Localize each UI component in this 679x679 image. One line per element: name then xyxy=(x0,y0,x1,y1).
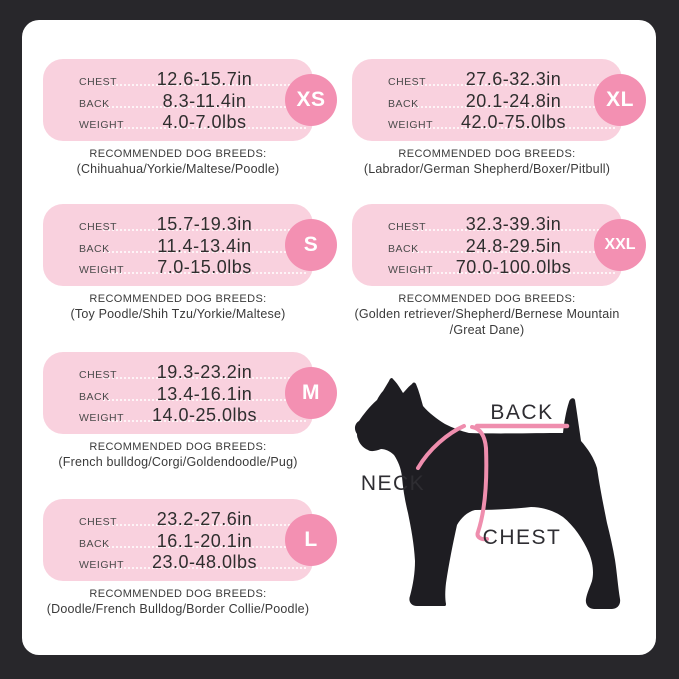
size-badge: XL xyxy=(594,74,646,126)
diagram-neck-label: NECK xyxy=(361,472,425,495)
measurement-row-back: BACK 20.1-24.8in xyxy=(388,90,615,111)
size-badge: XXL xyxy=(594,219,646,271)
measurement-row-chest: CHEST 27.6-32.3in xyxy=(388,69,615,89)
measurement-label: CHEST xyxy=(79,76,118,88)
dog-measurement-diagram: BACK NECK CHEST xyxy=(345,363,655,653)
measurement-value: 11.4-13.4in xyxy=(157,235,252,256)
chest-measure-arc xyxy=(470,425,489,542)
breeds-list: (Labrador/German Shepherd/Boxer/Pitbull) xyxy=(363,162,611,176)
diagram-back-label: BACK xyxy=(490,401,553,424)
measurement-label: CHEST xyxy=(79,516,118,528)
measurement-label: WEIGHT xyxy=(79,559,124,571)
size-card-m: CHEST 19.3-23.2in BACK 13.4-16.1in WEIGH… xyxy=(43,352,337,434)
measurement-row-back: BACK 11.4-13.4in xyxy=(79,235,306,256)
measurement-value: 27.6-32.3in xyxy=(465,69,562,89)
measurement-value: 42.0-75.0lbs xyxy=(460,112,567,132)
measurement-value: 24.8-29.5in xyxy=(465,235,562,256)
size-badge: L xyxy=(285,514,337,566)
breeds-note: RECOMMENDED DOG BREEDS: (Golden retrieve… xyxy=(322,293,652,338)
neck-measure-arc xyxy=(416,424,466,470)
size-group-m: CHEST 19.3-23.2in BACK 13.4-16.1in WEIGH… xyxy=(43,352,337,471)
measurement-value: 14.0-25.0lbs xyxy=(151,405,258,425)
measurement-value: 8.3-11.4in xyxy=(162,90,247,111)
measurement-row-chest: CHEST 19.3-23.2in xyxy=(79,362,306,382)
measurement-value: 16.1-20.1in xyxy=(156,530,253,551)
measurement-label: BACK xyxy=(79,390,110,403)
size-card-l: CHEST 23.2-27.6in BACK 16.1-20.1in WEIGH… xyxy=(43,499,337,581)
measurement-value: 70.0-100.0lbs xyxy=(455,257,572,277)
measurement-label: WEIGHT xyxy=(79,412,124,424)
measurement-row-back: BACK 24.8-29.5in xyxy=(388,235,615,256)
breeds-note: RECOMMENDED DOG BREEDS: (Doodle/French B… xyxy=(13,588,343,618)
measurement-value: 4.0-7.0lbs xyxy=(162,112,247,132)
breeds-list: (French bulldog/Corgi/Goldendoodle/Pug) xyxy=(58,455,298,469)
measurement-label: CHEST xyxy=(388,221,427,233)
measurement-value: 23.0-48.0lbs xyxy=(151,552,258,572)
size-group-s: CHEST 15.7-19.3in BACK 11.4-13.4in WEIGH… xyxy=(43,204,337,323)
size-card-xs: CHEST 12.6-15.7in BACK 8.3-11.4in WEIGHT… xyxy=(43,59,337,141)
measurement-row-chest: CHEST 32.3-39.3in xyxy=(388,214,615,234)
measurement-row-weight: WEIGHT 14.0-25.0lbs xyxy=(79,405,306,425)
size-group-xxl: CHEST 32.3-39.3in BACK 24.8-29.5in WEIGH… xyxy=(352,204,646,338)
measurement-row-weight: WEIGHT 23.0-48.0lbs xyxy=(79,552,306,572)
size-badge: M xyxy=(285,367,337,419)
measurement-value: 15.7-19.3in xyxy=(156,214,253,234)
size-badge: S xyxy=(285,219,337,271)
measurement-value: 13.4-16.1in xyxy=(156,383,253,404)
breeds-list: (Golden retriever/Shepherd/Bernese Mount… xyxy=(354,307,620,321)
measurement-row-back: BACK 8.3-11.4in xyxy=(79,90,306,111)
measurement-label: BACK xyxy=(79,242,110,255)
breeds-list: (Chihuahua/Yorkie/Maltese/Poodle) xyxy=(76,162,280,176)
measurement-label: BACK xyxy=(388,97,419,110)
measurement-row-chest: CHEST 12.6-15.7in xyxy=(79,69,306,89)
measurement-value: 7.0-15.0lbs xyxy=(157,257,252,277)
size-badge: XS xyxy=(285,74,337,126)
measurement-label: WEIGHT xyxy=(388,264,433,276)
measurement-value: 20.1-24.8in xyxy=(465,90,562,111)
breeds-list-2: /Great Dane) xyxy=(449,322,525,337)
size-group-xl: CHEST 27.6-32.3in BACK 20.1-24.8in WEIGH… xyxy=(352,59,646,178)
dog-silhouette xyxy=(354,377,621,609)
measurement-label: BACK xyxy=(79,97,110,110)
size-card-s: CHEST 15.7-19.3in BACK 11.4-13.4in WEIGH… xyxy=(43,204,337,286)
measurement-label: WEIGHT xyxy=(79,264,124,276)
measurement-value: 32.3-39.3in xyxy=(465,214,562,234)
measurement-row-weight: WEIGHT 70.0-100.0lbs xyxy=(388,257,615,277)
breeds-title: RECOMMENDED DOG BREEDS: xyxy=(398,148,576,160)
measurement-row-chest: CHEST 15.7-19.3in xyxy=(79,214,306,234)
size-group-xs: CHEST 12.6-15.7in BACK 8.3-11.4in WEIGHT… xyxy=(43,59,337,178)
measurement-value: 23.2-27.6in xyxy=(156,509,253,529)
measurement-label: CHEST xyxy=(79,221,118,233)
measurement-label: BACK xyxy=(388,242,419,255)
measurement-row-weight: WEIGHT 4.0-7.0lbs xyxy=(79,112,306,132)
size-card-xxl: CHEST 32.3-39.3in BACK 24.8-29.5in WEIGH… xyxy=(352,204,646,286)
diagram-chest-label: CHEST xyxy=(483,526,562,549)
breeds-list: (Toy Poodle/Shih Tzu/Yorkie/Maltese) xyxy=(70,307,286,321)
breeds-note: RECOMMENDED DOG BREEDS: (French bulldog/… xyxy=(13,441,343,471)
breeds-list: (Doodle/French Bulldog/Border Collie/Poo… xyxy=(46,602,310,616)
breeds-title: RECOMMENDED DOG BREEDS: xyxy=(89,148,267,160)
measurement-label: CHEST xyxy=(79,369,118,381)
measurement-label: WEIGHT xyxy=(388,119,433,131)
breeds-note: RECOMMENDED DOG BREEDS: (Chihuahua/Yorki… xyxy=(13,148,343,178)
measurement-row-back: BACK 16.1-20.1in xyxy=(79,530,306,551)
measurement-row-weight: WEIGHT 42.0-75.0lbs xyxy=(388,112,615,132)
breeds-title: RECOMMENDED DOG BREEDS: xyxy=(89,441,267,453)
measurement-value: 12.6-15.7in xyxy=(156,69,253,89)
breeds-note: RECOMMENDED DOG BREEDS: (Toy Poodle/Shih… xyxy=(13,293,343,323)
breeds-title: RECOMMENDED DOG BREEDS: xyxy=(89,293,267,305)
breeds-title: RECOMMENDED DOG BREEDS: xyxy=(398,293,576,305)
measurement-label: CHEST xyxy=(388,76,427,88)
size-card-xl: CHEST 27.6-32.3in BACK 20.1-24.8in WEIGH… xyxy=(352,59,646,141)
measurement-row-weight: WEIGHT 7.0-15.0lbs xyxy=(79,257,306,277)
breeds-note: RECOMMENDED DOG BREEDS: (Labrador/German… xyxy=(322,148,652,178)
measurement-row-chest: CHEST 23.2-27.6in xyxy=(79,509,306,529)
measurement-label: BACK xyxy=(79,537,110,550)
breeds-title: RECOMMENDED DOG BREEDS: xyxy=(89,588,267,600)
measurement-label: WEIGHT xyxy=(79,119,124,131)
measurement-row-back: BACK 13.4-16.1in xyxy=(79,383,306,404)
measurement-value: 19.3-23.2in xyxy=(156,362,253,382)
size-group-l: CHEST 23.2-27.6in BACK 16.1-20.1in WEIGH… xyxy=(43,499,337,618)
